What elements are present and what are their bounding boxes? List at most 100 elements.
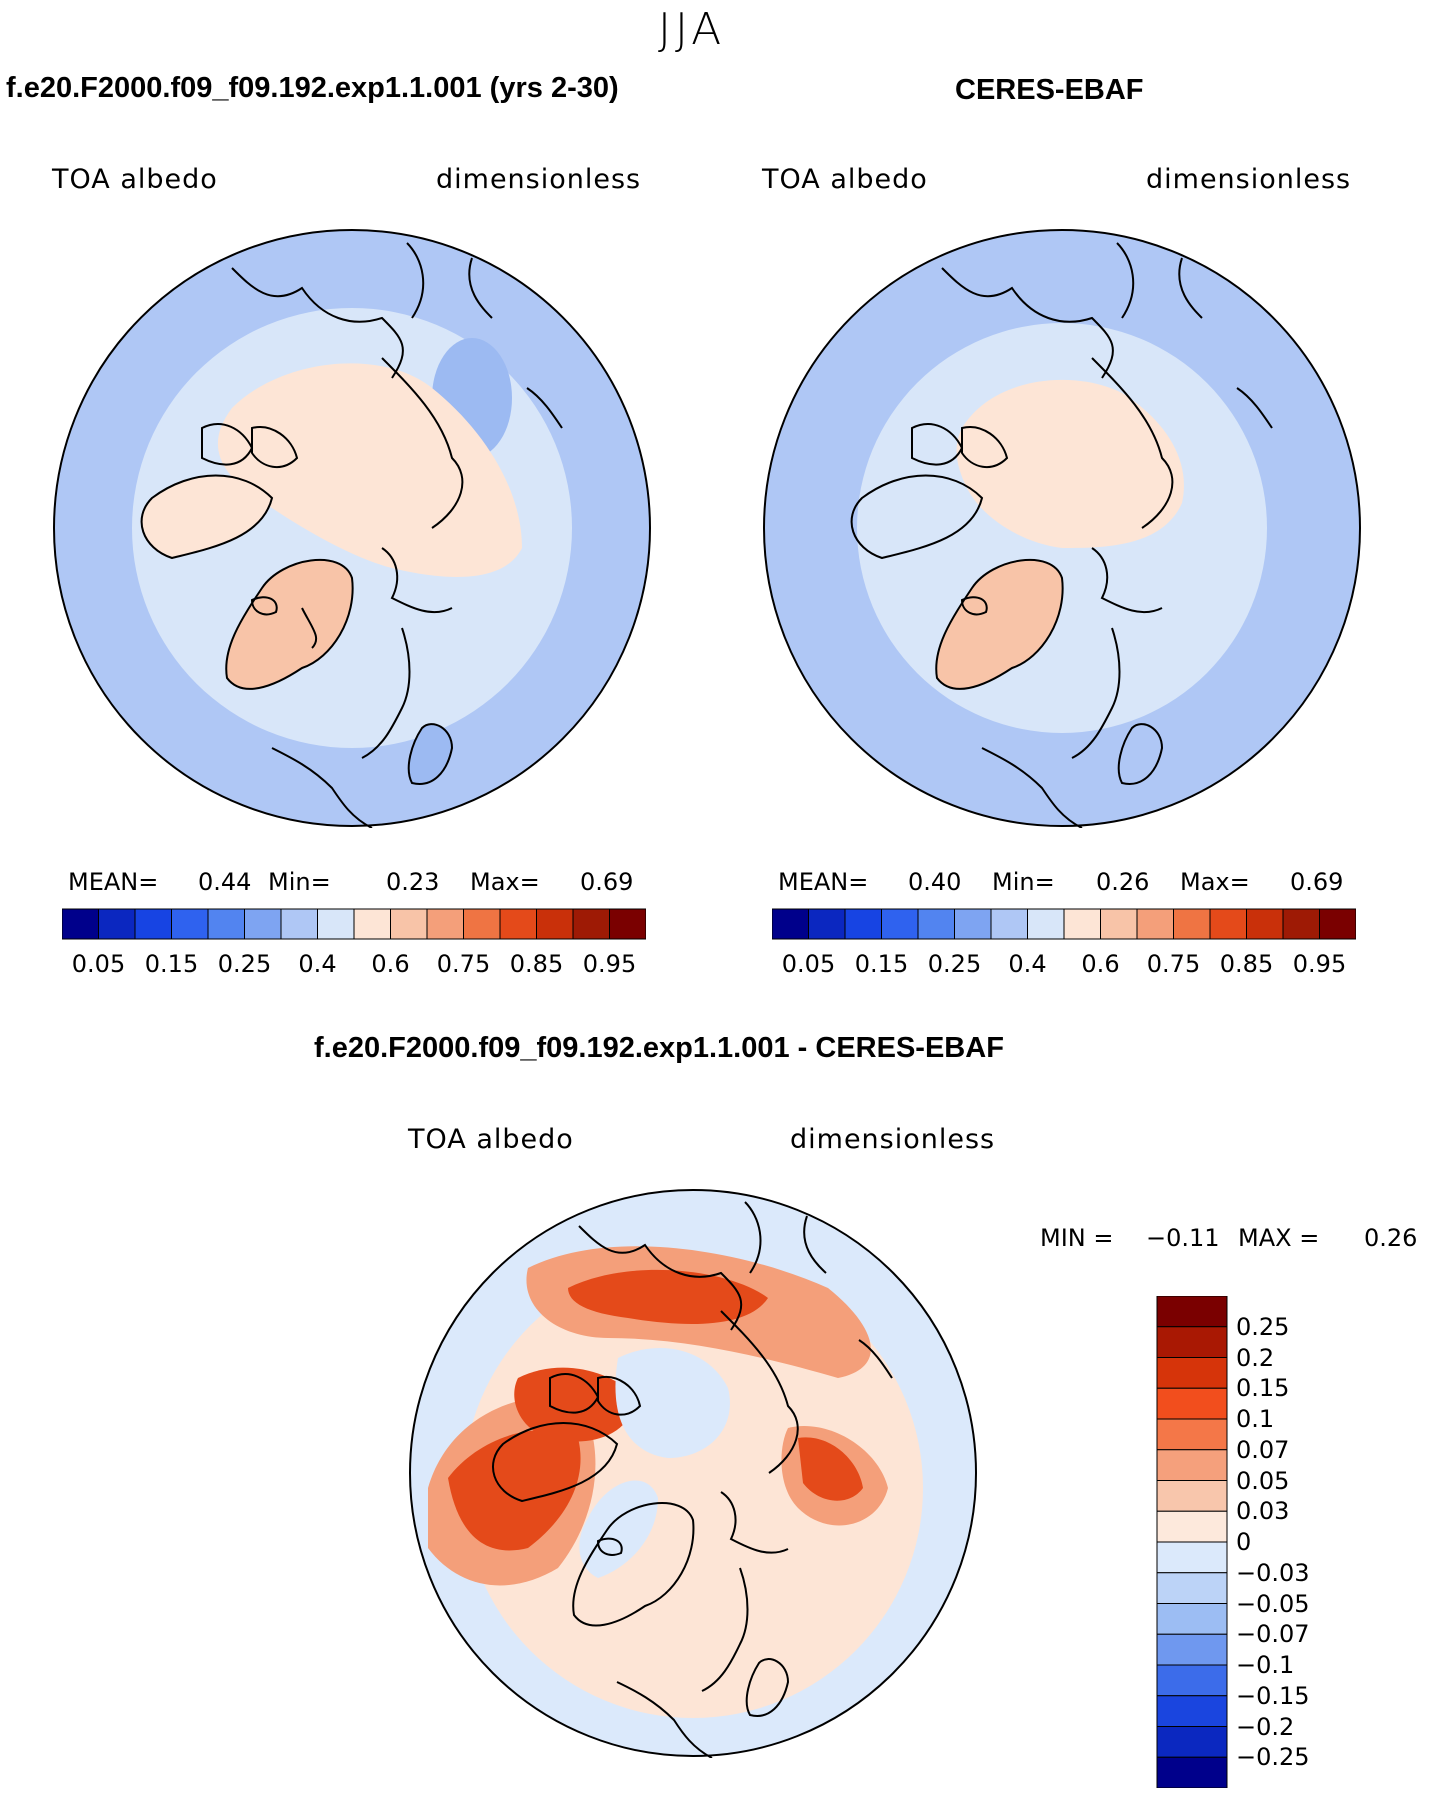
diff-polar-map bbox=[409, 1189, 977, 1758]
diff-colorbar-tick-label: −0.03 bbox=[1236, 1558, 1310, 1587]
model-colorbar-swatch bbox=[572, 908, 610, 940]
model-colorbar-swatch bbox=[426, 908, 464, 940]
diff-colorbar-swatch bbox=[1156, 1541, 1228, 1574]
diff-colorbar-tick-label: 0.25 bbox=[1236, 1312, 1290, 1341]
diff-colorbar-ticks: 0.25 0.2 0.15 0.1 0.07 0.05 0.03 0 −0.03 −0.05 −0.… bbox=[1236, 1296, 1356, 1788]
obs-min-value: 0.26 bbox=[1096, 868, 1150, 896]
diff-colorbar-tick-label: 0.15 bbox=[1236, 1374, 1290, 1403]
model-colorbar-swatch bbox=[244, 908, 282, 940]
diff-colorbar-swatch bbox=[1156, 1664, 1228, 1697]
obs-colorbar-tick-label: 0.15 bbox=[854, 950, 909, 978]
diff-map-outline bbox=[409, 1189, 977, 1757]
model-colorbar-swatch bbox=[98, 908, 136, 940]
model-coastlines bbox=[140, 242, 563, 828]
diff-colorbar-swatch bbox=[1156, 1726, 1228, 1758]
obs-colorbar-swatch bbox=[917, 908, 955, 940]
model-polar-map bbox=[53, 229, 651, 828]
diff-colorbar-tick-label: 0.1 bbox=[1236, 1405, 1275, 1433]
obs-colorbar-tick-label: 0.05 bbox=[781, 950, 836, 978]
diff-colorbar-tick-label: −0.2 bbox=[1236, 1712, 1295, 1741]
obs-colorbar-swatch bbox=[808, 908, 846, 940]
diff-max-label: MAX = bbox=[1238, 1224, 1320, 1252]
diff-colorbar-tick-label: 0.07 bbox=[1236, 1435, 1290, 1464]
model-colorbar-swatch bbox=[134, 908, 172, 940]
diff-min-label: MIN = bbox=[1040, 1224, 1114, 1252]
obs-colorbar-tick-label: 0.85 bbox=[1219, 950, 1274, 978]
model-max-label: Max= bbox=[470, 868, 540, 896]
model-colorbar-swatch bbox=[317, 908, 355, 940]
model-colorbar-tick-label: 0.85 bbox=[509, 950, 564, 978]
model-colorbar-swatch bbox=[353, 908, 391, 940]
model-colorbar bbox=[62, 908, 646, 940]
model-mean-value: 0.44 bbox=[198, 868, 252, 896]
diff-colorbar-tick-label: −0.05 bbox=[1236, 1589, 1310, 1618]
model-colorbar-swatch bbox=[171, 908, 209, 940]
obs-colorbar-tick-label: 0.75 bbox=[1146, 950, 1201, 978]
model-sea-ice-region bbox=[217, 363, 522, 577]
diff-colorbar-swatch bbox=[1156, 1480, 1228, 1512]
obs-colorbar-swatch bbox=[1319, 908, 1356, 940]
diff-colorbar-swatch bbox=[1156, 1296, 1228, 1328]
diff-colorbar-tick-label: −0.07 bbox=[1236, 1620, 1310, 1649]
figure-title: JJA bbox=[658, 4, 726, 55]
obs-colorbar-tick-label: 0.95 bbox=[1292, 950, 1347, 978]
model-colorbar-swatch bbox=[463, 908, 501, 940]
diff-colorbar-swatch bbox=[1156, 1633, 1228, 1666]
obs-colorbar-swatch bbox=[1100, 908, 1138, 940]
model-colorbar-swatch bbox=[280, 908, 318, 940]
diff-arctic-negative bbox=[615, 1348, 730, 1458]
diff-canada-strong-positive bbox=[448, 1430, 581, 1551]
obs-colorbar-swatch bbox=[990, 908, 1028, 940]
diff-units-label: dimensionless bbox=[790, 1124, 996, 1155]
model-colorbar-ticks: 0.05 0.15 0.25 0.4 0.6 0.75 0.85 0.95 bbox=[62, 950, 646, 980]
diff-colorbar-tick-label: −0.15 bbox=[1236, 1681, 1310, 1710]
obs-max-label: Max= bbox=[1180, 868, 1250, 896]
obs-variable-label: TOA albedo bbox=[762, 164, 928, 195]
model-variable-label: TOA albedo bbox=[52, 164, 218, 195]
diff-colorbar-swatch bbox=[1156, 1695, 1228, 1727]
diff-colorbar-swatch bbox=[1156, 1756, 1228, 1788]
model-max-value: 0.69 bbox=[580, 868, 634, 896]
obs-colorbar-tick-label: 0.4 bbox=[1008, 950, 1047, 978]
model-colorbar-swatch bbox=[609, 908, 646, 940]
diff-colorbar-tick-label: 0 bbox=[1236, 1528, 1252, 1556]
model-colorbar-tick-label: 0.15 bbox=[144, 950, 199, 978]
model-canadian-archipelago-high bbox=[141, 475, 272, 558]
obs-mean-value: 0.40 bbox=[908, 868, 962, 896]
obs-panel-header: CERES-EBAF bbox=[955, 74, 1144, 106]
diff-colorbar-swatch bbox=[1156, 1357, 1228, 1389]
obs-colorbar bbox=[772, 908, 1356, 940]
diff-colorbar-swatch bbox=[1156, 1449, 1228, 1481]
model-colorbar-tick-label: 0.4 bbox=[298, 950, 337, 978]
model-map-outline bbox=[53, 229, 651, 827]
diff-panel-header: f.e20.F2000.f09_f09.192.exp1.1.001 - CER… bbox=[314, 1032, 1004, 1064]
diff-archipelago-strong-positive bbox=[514, 1367, 638, 1442]
obs-colorbar-ticks: 0.05 0.15 0.25 0.4 0.6 0.75 0.85 0.95 bbox=[772, 950, 1356, 980]
model-colorbar-swatch bbox=[536, 908, 574, 940]
obs-colorbar-swatch bbox=[1027, 908, 1065, 940]
diff-colorbar-swatch bbox=[1156, 1418, 1228, 1451]
model-min-value: 0.23 bbox=[386, 868, 440, 896]
diff-colorbar-swatch bbox=[1156, 1387, 1228, 1420]
obs-map-outline bbox=[763, 229, 1361, 827]
model-colorbar-tick-label: 0.6 bbox=[371, 950, 410, 978]
diff-colorbar-tick-label: 0.05 bbox=[1236, 1466, 1290, 1495]
model-colorbar-swatch bbox=[62, 908, 99, 940]
obs-polar-map bbox=[763, 229, 1361, 828]
diff-max-value: 0.26 bbox=[1364, 1224, 1418, 1252]
diff-colorbar-swatch bbox=[1156, 1603, 1228, 1635]
obs-colorbar-swatch bbox=[844, 908, 882, 940]
obs-colorbar-tick-label: 0.6 bbox=[1081, 950, 1120, 978]
diff-coastlines bbox=[492, 1201, 893, 1758]
diff-colorbar-tick-label: −0.1 bbox=[1236, 1651, 1295, 1679]
diff-colorbar-swatch bbox=[1156, 1326, 1228, 1358]
model-baltic-low bbox=[408, 724, 452, 784]
obs-colorbar-swatch bbox=[1282, 908, 1320, 940]
diff-scandinavia-strong-positive bbox=[798, 1437, 863, 1501]
obs-sea-ice-region bbox=[956, 379, 1184, 548]
model-panel-header: f.e20.F2000.f09_f09.192.exp1.1.001 (yrs … bbox=[6, 72, 619, 104]
diff-colorbar-tick-label: 0.2 bbox=[1236, 1343, 1275, 1372]
diff-siberia-strong-positive bbox=[568, 1269, 768, 1324]
model-colorbar-swatch bbox=[390, 908, 428, 940]
diff-colorbar-tick-label: −0.25 bbox=[1236, 1743, 1310, 1772]
